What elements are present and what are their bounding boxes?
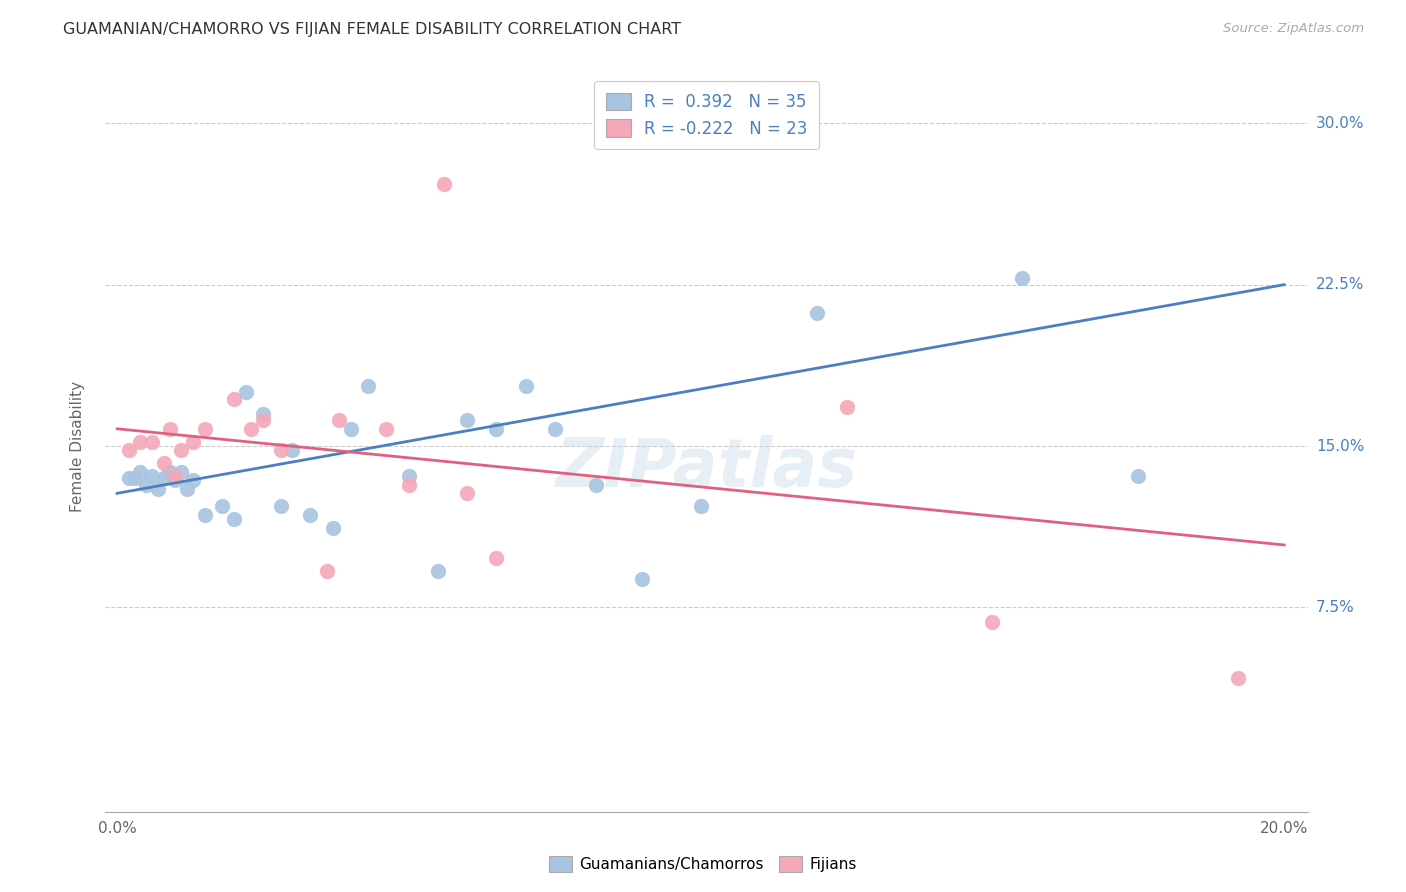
Point — [270, 500, 292, 514]
Point — [631, 573, 654, 587]
Point — [339, 422, 361, 436]
Y-axis label: Female Disability: Female Disability — [70, 380, 84, 512]
Point — [281, 443, 304, 458]
Point — [240, 422, 263, 436]
Point — [689, 500, 711, 514]
Point — [129, 465, 152, 479]
Point — [165, 474, 187, 488]
Point — [485, 422, 508, 436]
Point — [118, 443, 141, 458]
Point — [222, 512, 245, 526]
Point — [170, 443, 193, 458]
Point — [544, 422, 567, 436]
Point — [585, 477, 607, 491]
Point — [515, 378, 537, 392]
Point — [456, 486, 478, 500]
Text: 30.0%: 30.0% — [1316, 116, 1364, 131]
Point — [135, 477, 157, 491]
Point — [433, 177, 456, 191]
Point — [194, 508, 217, 522]
Point — [194, 422, 217, 436]
Point — [322, 521, 344, 535]
Point — [252, 413, 274, 427]
Text: ZIPatlas: ZIPatlas — [555, 435, 858, 501]
Point — [328, 413, 350, 427]
Point — [118, 471, 141, 485]
Text: GUAMANIAN/CHAMORRO VS FIJIAN FEMALE DISABILITY CORRELATION CHART: GUAMANIAN/CHAMORRO VS FIJIAN FEMALE DISA… — [63, 22, 682, 37]
Point — [124, 471, 146, 485]
Point — [485, 550, 508, 565]
Point — [181, 434, 204, 449]
Point — [1011, 271, 1033, 285]
Point — [1128, 469, 1150, 483]
Point — [398, 477, 420, 491]
Point — [270, 443, 292, 458]
Point — [170, 465, 193, 479]
Text: 22.5%: 22.5% — [1316, 277, 1364, 293]
Point — [129, 434, 152, 449]
Point — [835, 401, 858, 415]
Text: 15.0%: 15.0% — [1316, 439, 1364, 453]
Point — [153, 471, 176, 485]
Point — [357, 378, 380, 392]
Point — [141, 434, 163, 449]
Point — [146, 482, 169, 496]
Point — [235, 385, 257, 400]
Point — [165, 469, 187, 483]
Point — [806, 305, 828, 319]
Point — [456, 413, 478, 427]
Point — [141, 469, 163, 483]
Point — [427, 564, 450, 578]
Point — [181, 474, 204, 488]
Legend: R =  0.392   N = 35, R = -0.222   N = 23: R = 0.392 N = 35, R = -0.222 N = 23 — [593, 81, 820, 149]
Point — [374, 422, 396, 436]
Point — [211, 500, 233, 514]
Point — [398, 469, 420, 483]
Point — [222, 392, 245, 406]
Text: Source: ZipAtlas.com: Source: ZipAtlas.com — [1223, 22, 1364, 36]
Point — [176, 482, 198, 496]
Point — [1226, 671, 1249, 685]
Legend: Guamanians/Chamorros, Fijians: Guamanians/Chamorros, Fijians — [541, 848, 865, 880]
Point — [252, 407, 274, 421]
Point — [981, 615, 1004, 630]
Point — [153, 456, 176, 470]
Point — [298, 508, 321, 522]
Text: 7.5%: 7.5% — [1316, 599, 1354, 615]
Point — [159, 422, 181, 436]
Point — [159, 465, 181, 479]
Point — [316, 564, 339, 578]
